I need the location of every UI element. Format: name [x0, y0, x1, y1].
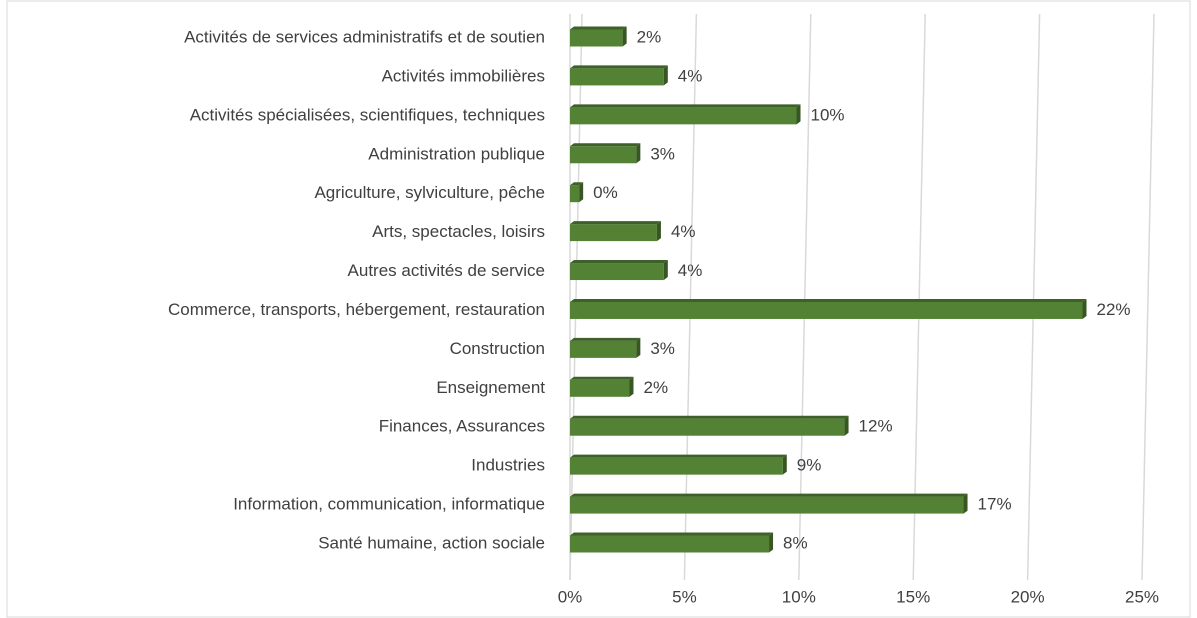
bar-top — [570, 143, 641, 147]
bar-side — [963, 493, 968, 514]
y-tick-label: Administration publique — [368, 144, 545, 163]
data-label: 17% — [978, 495, 1012, 514]
bar — [570, 301, 1083, 319]
bar — [570, 457, 783, 475]
grid-line — [1026, 13, 1041, 581]
y-tick-label: Industries — [471, 456, 545, 475]
data-label: 0% — [593, 183, 618, 202]
data-label: 2% — [637, 27, 662, 46]
bar — [570, 107, 797, 125]
chart-frame — [6, 0, 1191, 618]
grid-line — [912, 13, 926, 581]
bar-side — [636, 143, 641, 164]
y-tick-label: Activités immobilières — [382, 66, 545, 85]
grid-line — [1141, 13, 1155, 581]
bar-side — [629, 376, 634, 397]
bar-top — [570, 337, 641, 341]
bar-side — [782, 454, 787, 475]
bar-side — [579, 182, 584, 203]
bar — [570, 418, 845, 436]
bar-side — [1082, 298, 1087, 319]
y-tick-label: Santé humaine, action sociale — [318, 533, 545, 552]
bar — [570, 535, 770, 553]
bar-top — [570, 376, 634, 380]
bar-top — [570, 532, 774, 536]
bar — [570, 340, 637, 358]
y-tick-label: Construction — [450, 339, 545, 358]
bar — [570, 185, 580, 203]
bar-side — [663, 260, 668, 281]
bar-top — [570, 298, 1087, 302]
data-label: 8% — [783, 533, 808, 552]
bar-side — [622, 26, 627, 47]
bar — [570, 146, 637, 164]
bar-side — [663, 65, 668, 86]
y-tick-label: Enseignement — [436, 378, 545, 397]
x-tick-label: 20% — [1011, 587, 1045, 606]
data-label: 4% — [678, 261, 703, 280]
bar-top — [570, 415, 849, 419]
data-label: 4% — [678, 66, 703, 85]
y-tick-label: Autres activités de service — [348, 261, 545, 280]
data-label: 9% — [797, 456, 822, 475]
bar-side — [769, 532, 774, 553]
bar-top — [570, 65, 668, 69]
bar-top — [570, 26, 627, 30]
y-tick-label: Activités de services administratifs et … — [184, 27, 545, 46]
bar — [570, 29, 623, 47]
x-tick-label: 15% — [896, 587, 930, 606]
bar — [570, 496, 964, 514]
data-label: 10% — [811, 105, 845, 124]
bar-top — [570, 182, 584, 186]
bar — [570, 379, 630, 397]
data-label: 12% — [859, 417, 893, 436]
x-tick-label: 10% — [782, 587, 816, 606]
bar-top — [570, 493, 968, 497]
y-tick-label: Information, communication, informatique — [233, 495, 545, 514]
data-label: 4% — [671, 222, 696, 241]
grid-line — [798, 13, 812, 581]
y-tick-label: Finances, Assurances — [379, 417, 545, 436]
y-tick-label: Arts, spectacles, loisirs — [372, 222, 545, 241]
x-tick-label: 5% — [672, 587, 697, 606]
x-tick-label: 25% — [1125, 587, 1159, 606]
data-label: 22% — [1097, 300, 1131, 319]
bar-top — [570, 104, 801, 108]
data-label: 3% — [650, 144, 675, 163]
bar-top — [570, 221, 661, 225]
data-label: 2% — [643, 378, 668, 397]
bar — [570, 263, 664, 281]
bar-side — [844, 415, 849, 436]
bar-top — [570, 260, 668, 264]
data-label: 3% — [650, 339, 675, 358]
bar — [570, 224, 657, 242]
y-tick-label: Agriculture, sylviculture, pêche — [314, 183, 545, 202]
bar-side — [636, 337, 641, 358]
y-tick-label: Activités spécialisées, scientifiques, t… — [190, 105, 545, 124]
x-tick-label: 0% — [558, 587, 583, 606]
bar-side — [796, 104, 801, 125]
bar — [570, 68, 664, 86]
bar-top — [570, 454, 787, 458]
y-tick-label: Commerce, transports, hébergement, resta… — [168, 300, 545, 319]
bar-side — [656, 221, 661, 242]
